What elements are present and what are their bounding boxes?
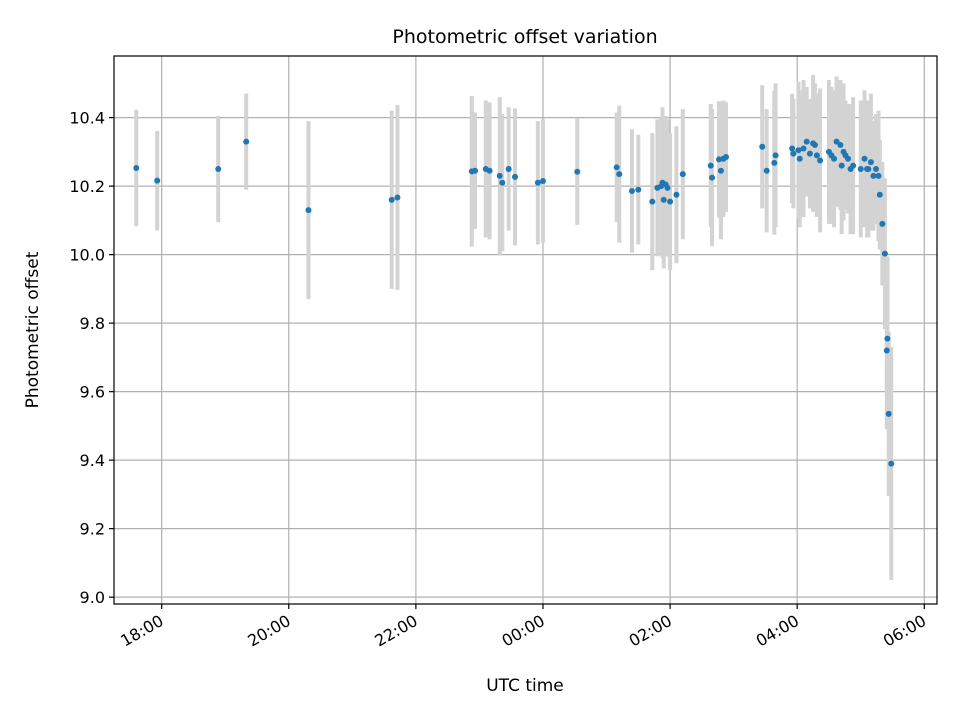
data-point — [616, 171, 623, 178]
data-point — [872, 166, 879, 173]
data-point — [673, 191, 680, 198]
data-point — [709, 174, 716, 181]
data-point — [763, 167, 770, 174]
data-point — [795, 147, 802, 154]
grid — [114, 56, 937, 604]
data-point — [717, 167, 724, 174]
y-tick-label: 9.8 — [80, 314, 105, 333]
data-point — [215, 166, 222, 173]
data-point — [813, 152, 820, 159]
data-point — [716, 156, 723, 163]
data-point — [867, 159, 874, 166]
data-point — [838, 162, 845, 169]
data-point — [850, 162, 857, 169]
data-point — [790, 150, 797, 157]
data-point — [817, 157, 824, 164]
y-tick-label: 9.6 — [80, 383, 105, 402]
data-point — [649, 198, 656, 205]
data-point — [486, 167, 493, 174]
data-point — [883, 347, 890, 354]
y-tick-label: 9.4 — [80, 451, 105, 470]
data-point — [833, 138, 840, 145]
data-point — [771, 159, 778, 166]
data-point — [876, 191, 883, 198]
data-point — [885, 410, 892, 417]
data-point — [831, 155, 838, 162]
data-point — [861, 155, 868, 162]
data-point — [879, 220, 886, 227]
data-point — [870, 172, 877, 179]
data-point — [305, 207, 312, 214]
y-tick-label: 10.4 — [69, 109, 105, 128]
data-point — [154, 177, 161, 184]
data-point — [845, 155, 852, 162]
y-axis-label: Photometric offset — [23, 251, 43, 408]
data-point — [394, 194, 401, 201]
data-point — [888, 460, 895, 467]
data-point — [635, 186, 642, 193]
data-point — [505, 166, 512, 173]
data-point — [789, 145, 796, 152]
data-point — [800, 145, 807, 152]
data-point — [512, 173, 519, 180]
data-point — [806, 150, 813, 157]
data-point — [539, 178, 546, 185]
data-point — [664, 184, 671, 191]
data-point — [772, 152, 779, 159]
data-point — [811, 142, 818, 149]
data-point — [388, 196, 395, 203]
data-point — [723, 154, 730, 161]
y-tick-label: 9.0 — [80, 588, 105, 607]
data-point — [660, 196, 667, 203]
data-point — [667, 198, 674, 205]
y-tick-label: 10.0 — [69, 246, 105, 265]
data-point — [471, 167, 478, 174]
y-tick-label: 9.2 — [80, 520, 105, 539]
data-points — [133, 138, 895, 467]
data-point — [759, 143, 766, 150]
data-point — [875, 172, 882, 179]
data-point — [679, 171, 686, 178]
x-axis-label: UTC time — [486, 676, 564, 696]
data-point — [534, 179, 541, 186]
data-point — [857, 166, 864, 173]
data-point — [796, 155, 803, 162]
data-point — [865, 166, 872, 173]
data-point — [496, 172, 503, 179]
data-point — [499, 179, 506, 186]
data-point — [613, 164, 620, 171]
plot-frame — [113, 55, 938, 605]
data-point — [133, 164, 140, 171]
data-point — [707, 162, 714, 169]
y-tick-label: 10.2 — [69, 177, 105, 196]
data-point — [574, 168, 581, 175]
data-point — [243, 138, 250, 145]
data-point — [884, 335, 891, 342]
data-point — [628, 187, 635, 194]
chart-title: Photometric offset variation — [392, 26, 657, 48]
data-point — [881, 250, 888, 257]
data-point — [837, 142, 844, 149]
data-point — [803, 138, 810, 145]
